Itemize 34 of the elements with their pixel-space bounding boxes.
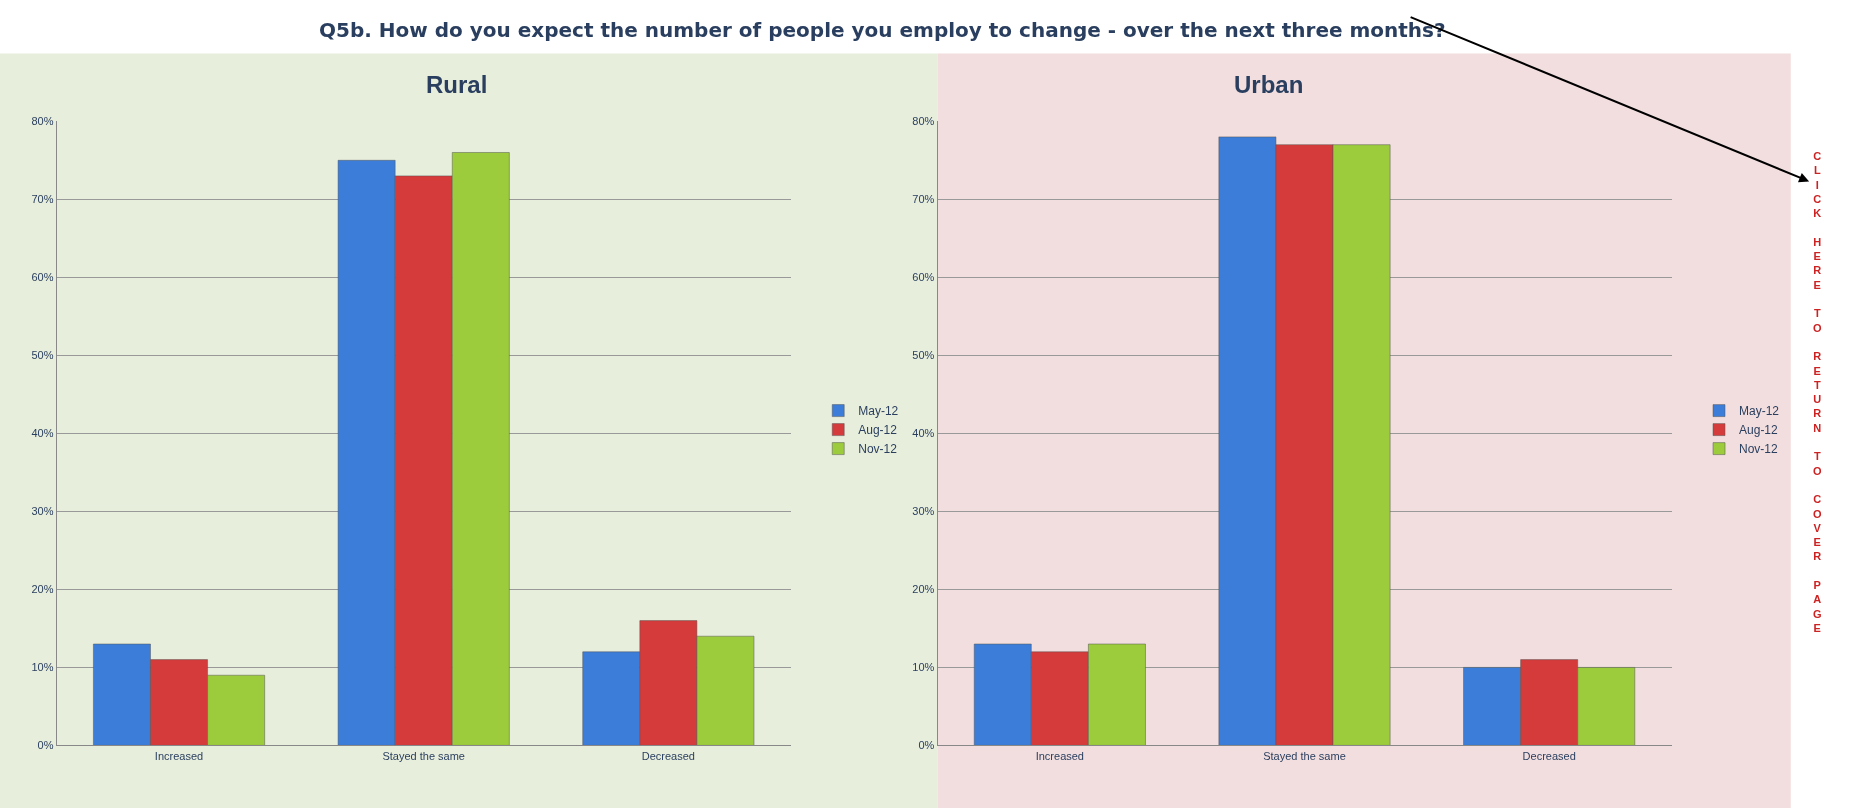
legend-label: Aug-12 [858, 423, 898, 438]
y-tick-label: 50% [912, 349, 935, 362]
x-tick-label: Increased [1035, 749, 1084, 762]
y-tick-label: 20% [31, 583, 54, 596]
text: CLICK HERE TO RETURN TO COVER PAGE [1813, 150, 1822, 634]
y-tick-label: 40% [31, 427, 54, 440]
y-tick-label: 60% [912, 271, 935, 284]
y-tick-label: 80% [912, 115, 935, 128]
y-tick-label: 20% [912, 583, 935, 596]
legend-label: Nov-12 [1739, 442, 1779, 457]
x-tick-label: Increased [154, 749, 204, 762]
legend-label: Nov-12 [858, 442, 898, 457]
y-tick-label: 30% [912, 505, 935, 518]
x-tick-label: Decreased [641, 749, 695, 762]
text: Q5b. How do you expect the number of people you employ to change - over the next three months? [319, 18, 1446, 42]
chart-title: Rural [426, 71, 488, 98]
x-tick-label: Stayed the same [1263, 749, 1346, 762]
y-tick-label: 70% [912, 193, 935, 206]
x-tick-label: Decreased [1522, 749, 1576, 762]
y-tick-label: 50% [31, 349, 54, 362]
y-tick-label: 70% [31, 193, 54, 206]
legend-label: Aug-12 [1739, 423, 1779, 438]
legend-label: May-12 [858, 404, 899, 419]
x-tick-label: Stayed the same [382, 749, 465, 762]
y-tick-label: 80% [31, 115, 54, 128]
y-tick-label: 10% [912, 661, 935, 674]
y-tick-label: 60% [31, 271, 54, 284]
y-tick-label: 0% [37, 739, 54, 752]
legend-label: May-12 [1739, 404, 1780, 419]
y-tick-label: 40% [912, 427, 935, 440]
y-tick-label: 0% [918, 739, 935, 752]
y-tick-label: 10% [31, 661, 54, 674]
chart-title: Urban [1234, 71, 1304, 98]
y-tick-label: 30% [31, 505, 54, 518]
